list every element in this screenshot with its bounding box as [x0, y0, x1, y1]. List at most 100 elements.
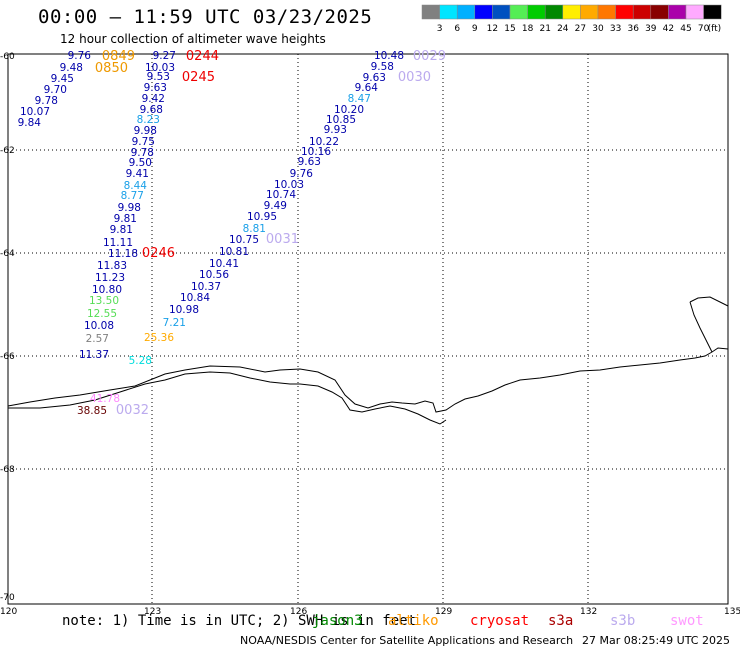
lat-label: -70: [0, 593, 15, 603]
wave-height-label: 9.70: [44, 84, 67, 96]
wave-height-label: 9.45: [51, 73, 74, 85]
wave-height-label: 9.63: [144, 82, 167, 94]
time-label: 0246: [142, 246, 175, 261]
wave-height-label: 9.84: [18, 117, 42, 129]
page-subtitle: 12 hour collection of altimeter wave hei…: [60, 32, 326, 46]
colorbar-tick: 33: [610, 24, 621, 34]
coastline-bay: [689, 301, 713, 353]
time-label: 0850: [95, 61, 128, 76]
wave-height-label: 10.22: [309, 136, 339, 148]
wave-height-label: 12.55: [87, 308, 117, 320]
wave-height-label: 9.76: [68, 50, 92, 62]
wave-height-label: 9.58: [371, 61, 394, 73]
wave-height-label: 9.68: [140, 104, 163, 116]
lat-label: -60: [0, 52, 15, 62]
credit-line: NOAA/NESDIS Center for Satellite Applica…: [240, 634, 574, 647]
lat-label: -68: [0, 465, 15, 475]
lat-gridlines: [8, 149, 728, 470]
colorbar-swatch: [703, 4, 722, 20]
wave-height-label: 9.81: [114, 213, 137, 225]
wave-height-label: 8.81: [243, 223, 266, 235]
wave-height-label: 10.03: [274, 179, 304, 191]
wave-height-label: 10.95: [247, 211, 277, 223]
colorbar-tick: 18: [522, 24, 534, 34]
wave-height-label: 10.48: [374, 50, 404, 62]
colorbar-tick: 6: [454, 24, 460, 34]
wave-height-label: 7.21: [163, 317, 186, 329]
wave-height-label: 10.08: [84, 320, 114, 332]
footer-note-text: note: 1) Time is in UTC; 2) SWH is in fe…: [62, 613, 417, 629]
wave-height-label: 10.37: [191, 281, 221, 293]
colorbar-tick: 3: [437, 24, 443, 34]
lat-label: -64: [0, 249, 15, 259]
wave-height-label: 10.16: [301, 146, 331, 158]
wave-height-label: 9.53: [147, 71, 170, 83]
time-label: 0849: [102, 49, 135, 64]
colorbar-tick: 24: [557, 24, 569, 34]
wave-height-label: 11.37: [79, 349, 109, 361]
page-title: 00:00 – 11:59 UTC 03/23/2025: [38, 6, 373, 28]
time-label: 0031: [266, 232, 299, 247]
wave-height-label: 9.27: [153, 50, 176, 62]
wave-height-label: 9.41: [126, 168, 149, 180]
satellite-legend-s3b: s3b: [610, 613, 636, 629]
wave-height-label: 9.75: [132, 136, 155, 148]
wave-height-label: 9.93: [324, 124, 347, 136]
coastline-ice-shelf: [8, 371, 447, 425]
wave-height-label: 9.76: [290, 168, 314, 180]
wave-height-label: 5.28: [129, 355, 152, 367]
colorbar-tick: 39: [645, 24, 657, 34]
wave-height-label: 10.41: [209, 258, 239, 270]
wave-height-label: 9.64: [355, 82, 379, 94]
wave-height-label: 9.63: [363, 72, 386, 84]
lon-label: 120: [0, 607, 17, 617]
wave-height-label: 9.48: [60, 62, 83, 74]
colorbar-tick: 36: [627, 24, 639, 34]
wave-height-label: 10.56: [199, 269, 229, 281]
time-label: 0032: [116, 403, 149, 418]
wave-height-label: 11.18: [108, 248, 138, 260]
lon-label: 126: [290, 607, 307, 617]
wave-height-label: 25.36: [144, 332, 174, 344]
wave-height-label: 8.44: [124, 180, 148, 192]
wave-height-label: 9.50: [129, 157, 152, 169]
credit-date: 27 Mar 08:25:49 UTC 2025: [582, 634, 730, 647]
wave-height-label: 11.23: [95, 272, 125, 284]
time-label: 0244: [186, 49, 219, 64]
colorbar-tick: 15: [504, 24, 515, 34]
wave-height-label: 9.98: [118, 202, 141, 214]
colorbar-tick: 21: [539, 24, 550, 34]
satellite-legend-swot: swot: [670, 613, 704, 629]
colorbar-unit: (ft): [708, 24, 722, 34]
wave-height-label: 10.98: [169, 304, 199, 316]
wave-height-label: 9.78: [131, 147, 154, 159]
colorbar-tick: 45: [680, 24, 691, 34]
lon-label: 135: [724, 607, 740, 617]
lon-label: 129: [435, 607, 452, 617]
wave-height-label: 2.57: [86, 333, 109, 345]
wave-height-label: 38.85: [77, 405, 107, 417]
wave-height-label: 10.80: [92, 284, 122, 296]
colorbar: 3 6 9 12 15 18 21 24 27 30 33 36 39 42 45 70(ft): [421, 4, 722, 34]
colorbar-tick: 30: [592, 24, 604, 34]
wave-height-label: 11.11: [103, 237, 133, 249]
coastline-bay: [689, 296, 729, 307]
wave-height-label: 9.63: [298, 156, 321, 168]
wave-height-label: 8.23: [137, 114, 160, 126]
time-label: 0030: [398, 70, 431, 85]
satellite-legend-cryosat: cryosat: [470, 613, 530, 629]
colorbar-tick: 42: [663, 24, 674, 34]
colorbar-tick: 12: [487, 24, 498, 34]
lon-label: 123: [144, 607, 161, 617]
wave-height-label: 10.81: [219, 246, 249, 258]
wave-height-label: 9.42: [142, 93, 165, 105]
satellite-legend-altiko: altiko: [388, 613, 439, 629]
wave-height-label: 9.49: [264, 200, 287, 212]
wave-height-label: 9.78: [35, 95, 58, 107]
time-label: 0029: [413, 49, 446, 64]
wave-height-label: 10.74: [266, 189, 296, 201]
footer-note: note: 1) Time is in UTC; 2) SWH is in fe…: [62, 613, 416, 629]
lat-label: -62: [0, 146, 15, 156]
